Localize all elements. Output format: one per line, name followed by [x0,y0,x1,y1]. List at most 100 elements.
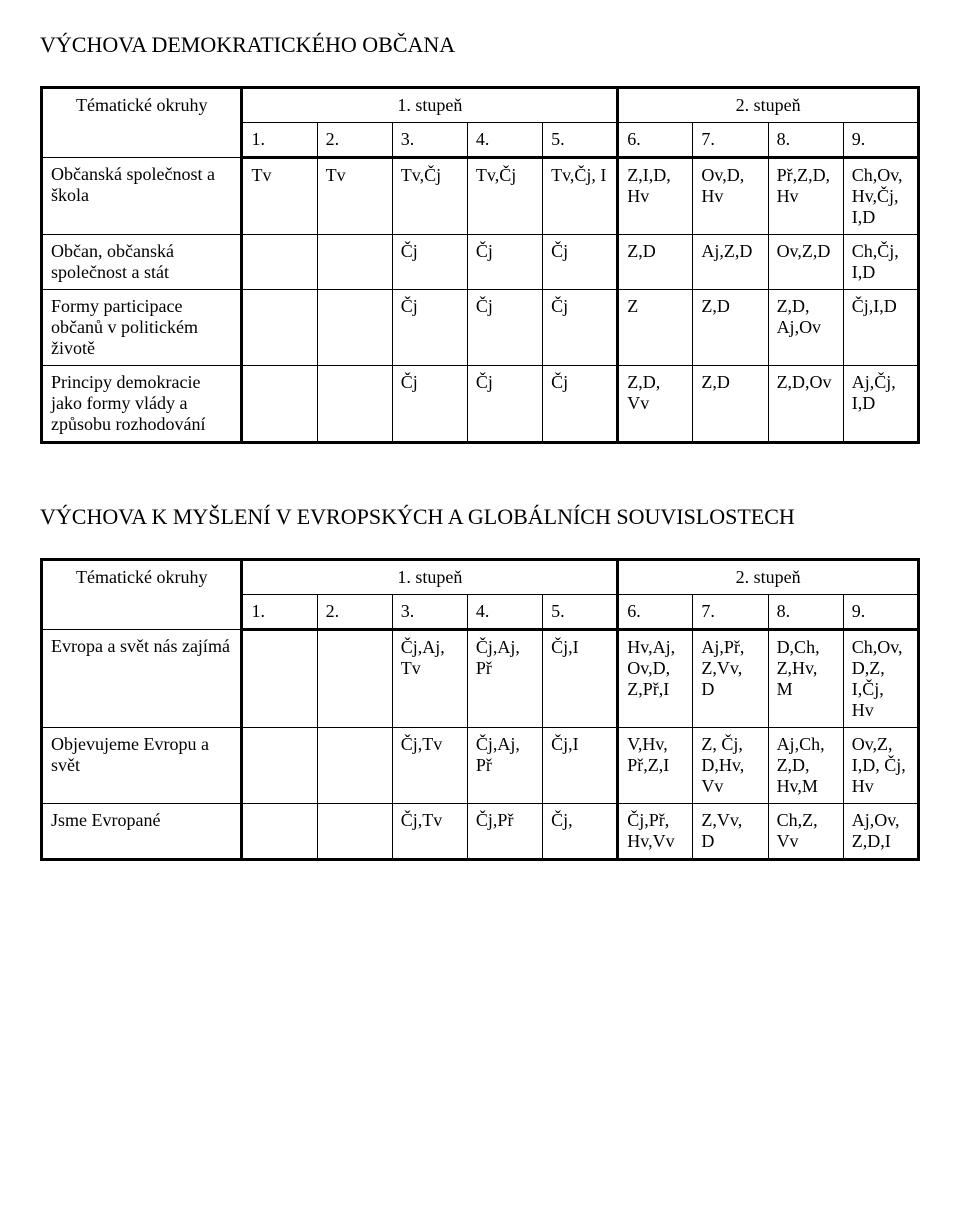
col-3: 3. [392,595,467,630]
col-9: 9. [843,595,918,630]
row-label: Evropa a svět nás zajímá [42,630,242,728]
cell: Čj,I [543,630,618,728]
cell [317,290,392,366]
cell: Ch,Ov, D,Z, I,Čj, Hv [843,630,918,728]
row-label: Formy participace občanů v politickém ži… [42,290,242,366]
cell [242,804,317,860]
header-level1: 1. stupeň [242,560,618,595]
cell: Čj,Tv [392,804,467,860]
cell: Z, Čj, D,Hv, Vv [693,728,768,804]
row-label: Občan, občanská společnost a stát [42,235,242,290]
cell: Čj,I,D [843,290,918,366]
cell [242,366,317,443]
table-row: Občanská společnost a školaTvTvTv,ČjTv,Č… [42,158,919,235]
header-rowhead: Tématické okruhy [42,560,242,630]
cell: Z,D,Ov [768,366,843,443]
row-label: Jsme Evropané [42,804,242,860]
cell: Aj,Z,D [693,235,768,290]
cell: Z,D, Vv [618,366,693,443]
cell: Čj [467,290,542,366]
cell: Čj,Aj, Př [467,728,542,804]
table1-body: Občanská společnost a školaTvTvTv,ČjTv,Č… [42,158,919,443]
cell: Čj [467,235,542,290]
cell: Aj,Př, Z,Vv, D [693,630,768,728]
col-2: 2. [317,123,392,158]
cell: D,Ch, Z,Hv, M [768,630,843,728]
cell: Čj,Př [467,804,542,860]
page-title-2: VÝCHOVA K MYŠLENÍ V EVROPSKÝCH A GLOBÁLN… [40,504,920,530]
cell: Aj,Čj, I,D [843,366,918,443]
col-6: 6. [618,123,693,158]
col-2: 2. [317,595,392,630]
col-4: 4. [467,123,542,158]
table-row: Jsme Evropané Čj,TvČj,PřČj,Čj,Př, Hv,VvZ,… [42,804,919,860]
cell: Př,Z,D, Hv [768,158,843,235]
cell: Čj,Aj, Tv [392,630,467,728]
cell: Čj,Tv [392,728,467,804]
cell: Ov,Z,D [768,235,843,290]
cell [317,366,392,443]
header-rowhead: Tématické okruhy [42,88,242,158]
header-level2: 2. stupeň [618,88,919,123]
cell: Z,D [693,366,768,443]
table-row: Principy demokracie jako formy vlády a z… [42,366,919,443]
header-level2: 2. stupeň [618,560,919,595]
col-6: 6. [618,595,693,630]
col-5: 5. [543,595,618,630]
cell: Tv [317,158,392,235]
cell [242,630,317,728]
cell: Hv,Aj, Ov,D, Z,Př,I [618,630,693,728]
col-7: 7. [693,123,768,158]
cell: Ch,Z, Vv [768,804,843,860]
col-9: 9. [843,123,918,158]
cell: Z [618,290,693,366]
table-european-thinking: Tématické okruhy 1. stupeň 2. stupeň 1. … [40,558,920,861]
row-label: Principy demokracie jako formy vlády a z… [42,366,242,443]
col-8: 8. [768,595,843,630]
cell: Z,D [693,290,768,366]
cell: Čj [392,366,467,443]
cell [242,235,317,290]
cell: Čj [392,235,467,290]
cell [317,235,392,290]
cell [317,728,392,804]
col-4: 4. [467,595,542,630]
row-label: Občanská společnost a škola [42,158,242,235]
cell: Čj [467,366,542,443]
cell: Čj [543,235,618,290]
col-3: 3. [392,123,467,158]
cell [317,630,392,728]
col-1: 1. [242,595,317,630]
cell [242,728,317,804]
cell: Čj,I [543,728,618,804]
table-row: Objevujeme Evropu a svět Čj,TvČj,Aj, PřČj… [42,728,919,804]
cell: V,Hv, Př,Z,I [618,728,693,804]
table-row: Občan, občanská společnost a státČjČjČjZ… [42,235,919,290]
cell: Ov,D, Hv [693,158,768,235]
col-1: 1. [242,123,317,158]
table-row: Evropa a svět nás zajímá Čj,Aj, TvČj,Aj, … [42,630,919,728]
cell: Z,Vv, D [693,804,768,860]
cell: Z,D [618,235,693,290]
cell: Aj,Ov, Z,D,I [843,804,918,860]
cell: Tv,Čj [467,158,542,235]
page-title-1: VÝCHOVA DEMOKRATICKÉHO OBČANA [40,32,920,58]
cell [317,804,392,860]
table-row: Formy participace občanů v politickém ži… [42,290,919,366]
col-7: 7. [693,595,768,630]
cell: Čj [392,290,467,366]
cell: Z,D, Aj,Ov [768,290,843,366]
header-level1: 1. stupeň [242,88,618,123]
cell: Tv,Čj, I [543,158,618,235]
col-8: 8. [768,123,843,158]
cell: Čj,Př, Hv,Vv [618,804,693,860]
cell: Ch,Ov, Hv,Čj, I,D [843,158,918,235]
cell: Čj,Aj, Př [467,630,542,728]
cell: Tv [242,158,317,235]
row-label: Objevujeme Evropu a svět [42,728,242,804]
cell: Čj, [543,804,618,860]
cell: Aj,Ch, Z,D, Hv,M [768,728,843,804]
cell: Tv,Čj [392,158,467,235]
cell [242,290,317,366]
cell: Ov,Z, I,D, Čj, Hv [843,728,918,804]
